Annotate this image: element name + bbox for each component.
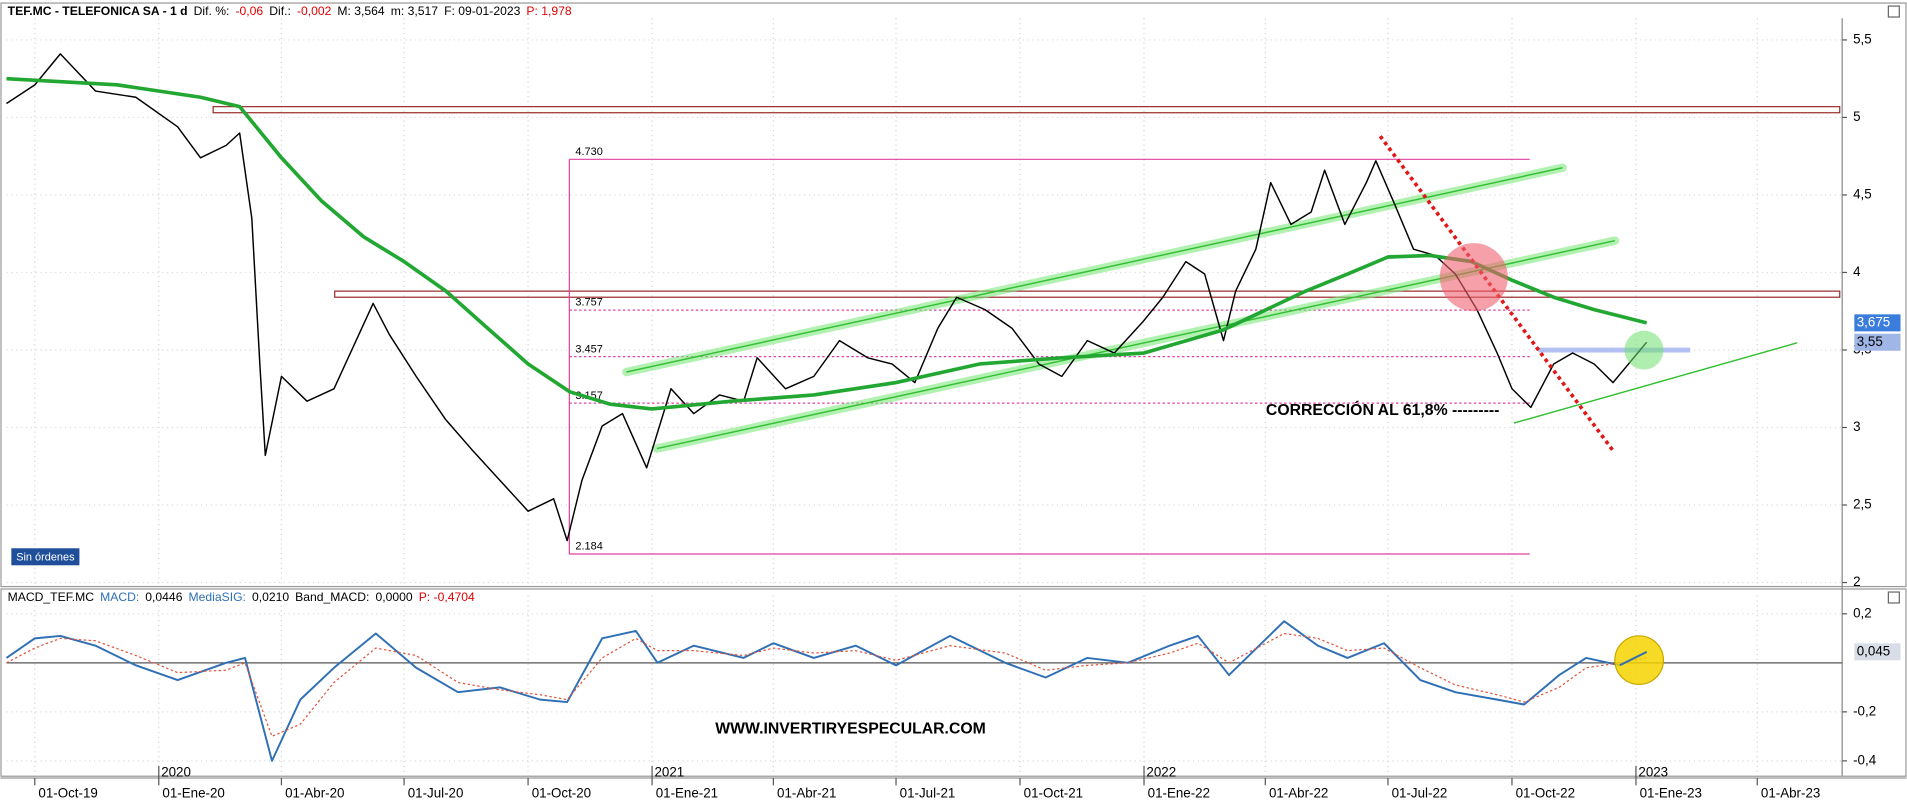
signal-line [6, 76, 1648, 411]
x-tick-label: 01-Jul-22 [1392, 785, 1448, 800]
macd-panel-frame [0, 588, 1907, 777]
fib-label: 4.730 [575, 146, 602, 158]
price-panel-frame [0, 2, 1907, 588]
highlight-red [1439, 243, 1508, 312]
y-tick-label: 3 [1853, 419, 1860, 434]
y-tick-label: 0,2 [1853, 605, 1872, 620]
x-tick-label: 01-Jul-20 [408, 785, 464, 800]
x-tick-label: 01-Oct-21 [1024, 785, 1083, 800]
resistance-band [212, 106, 1841, 114]
last-value-box [1854, 333, 1901, 351]
highlight-yellow [1614, 635, 1665, 686]
resistance-band [334, 290, 1841, 298]
header-part: 0,0210 [252, 590, 289, 604]
y-tick-label: -0,4 [1853, 752, 1877, 767]
header-part: P: 1,978 [526, 4, 571, 18]
x-tick-label: 01-Ene-22 [1148, 785, 1210, 800]
x-tick-label: 01-Ene-21 [656, 785, 718, 800]
header-part: -0,002 [297, 4, 332, 18]
window-button[interactable] [1887, 591, 1900, 604]
status-box [11, 548, 80, 566]
x-tick-label: 01-Oct-20 [532, 785, 591, 800]
header-part: P: -0,4704 [419, 590, 475, 604]
header-part: 0,0000 [376, 590, 413, 604]
y-tick-label: 5 [1853, 109, 1860, 124]
panel-header: TEF.MC - TELEFONICA SA - 1 d Dif. %: -0,06… [8, 4, 572, 18]
year-label: 2020 [161, 765, 191, 780]
header-part: MediaSIG: [189, 590, 246, 604]
header-part: Dif. %: [194, 4, 230, 18]
year-label: 2023 [1638, 765, 1668, 780]
x-tick-label: 01-Abr-23 [1761, 785, 1820, 800]
x-tick-label: 01-Ene-23 [1640, 785, 1702, 800]
fib-label: 3.457 [575, 343, 602, 355]
header-part: Band_MACD: [295, 590, 369, 604]
header-part: 0,0446 [145, 590, 182, 604]
x-tick-label: 01-Ene-20 [162, 785, 224, 800]
y-tick-label: 2 [1853, 574, 1860, 589]
header-part: -0,06 [235, 4, 263, 18]
last-value-label: 0,045 [1857, 643, 1890, 658]
header-part: TEF.MC - TELEFONICA SA - 1 d [8, 4, 188, 18]
last-value-label: 3,55 [1857, 334, 1883, 349]
header-part: MACD_TEF.MC [8, 590, 95, 604]
y-tick-label: 5,5 [1853, 31, 1872, 46]
signal-line [6, 632, 1647, 737]
header-part: m: 3,517 [391, 4, 438, 18]
header-part: F: 09-01-2023 [444, 4, 521, 18]
x-tick-label: 01-Oct-22 [1516, 785, 1575, 800]
y-tick-label: 4,5 [1853, 186, 1872, 201]
fib-label: 2.184 [575, 541, 602, 553]
y-tick-label: -0,2 [1853, 703, 1876, 718]
header-part: MACD: [100, 590, 139, 604]
header-part: Dif.: [269, 4, 291, 18]
year-label: 2022 [1146, 765, 1176, 780]
window-button[interactable] [1887, 5, 1900, 18]
fib-label: 3.757 [575, 297, 602, 309]
x-tick-label: 01-Oct-19 [38, 785, 97, 800]
header-part: M: 3,564 [337, 4, 384, 18]
highlight-green [1624, 330, 1664, 370]
support-line [1513, 342, 1798, 424]
x-tick-label: 01-Abr-21 [777, 785, 836, 800]
last-value-box [1854, 314, 1901, 332]
panel-header: MACD_TEF.MC MACD: 0,0446 MediaSIG: 0,0210 Ban… [8, 590, 475, 604]
x-tick-label: 01-Abr-22 [1269, 785, 1328, 800]
y-tick-label: 2,5 [1853, 497, 1872, 512]
last-value-box [1854, 643, 1901, 661]
trend-line [626, 167, 1563, 373]
status-text: Sin órdenes [16, 551, 75, 563]
year-label: 2021 [655, 765, 685, 780]
y-tick-label: 4 [1853, 264, 1861, 279]
data-line [6, 53, 1648, 542]
x-tick-label: 01-Abr-20 [285, 785, 344, 800]
x-tick-label: 01-Jul-21 [900, 785, 956, 800]
last-value-label: 3,675 [1857, 314, 1890, 329]
annotation: WWW.INVERTIRYESPECULAR.COM [715, 721, 986, 738]
annotation: CORRECCIÓN AL 61,8% --------- [1266, 400, 1499, 419]
data-line [1619, 651, 1648, 667]
